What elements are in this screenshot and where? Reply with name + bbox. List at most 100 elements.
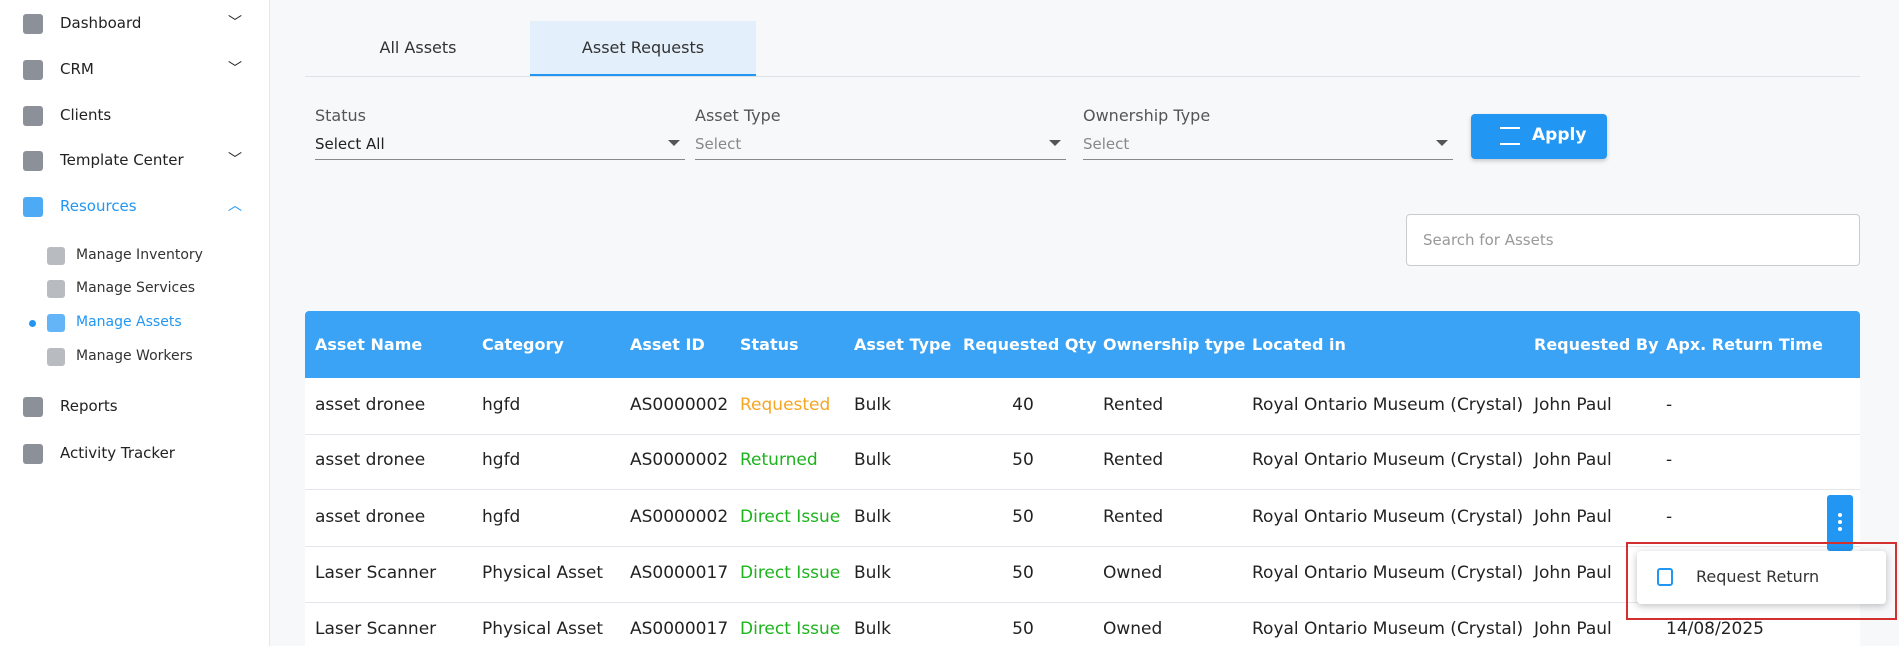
nav-item[interactable]: Dashboard <box>60 14 142 32</box>
apply-label[interactable]: Apply <box>1532 125 1587 145</box>
nav-item[interactable]: Template Center <box>60 151 184 169</box>
cell: Laser Scanner <box>315 563 437 583</box>
sub-item[interactable]: Manage Assets <box>76 314 182 330</box>
cell: Owned <box>1103 563 1163 583</box>
nav-icon <box>23 151 43 171</box>
nav-item[interactable]: CRM <box>60 60 94 78</box>
cell: Direct Issue <box>740 563 841 583</box>
sub-icon <box>47 247 65 265</box>
sub-item[interactable]: Manage Inventory <box>76 247 203 263</box>
highlight-box <box>1626 542 1897 620</box>
cell: 50 <box>1012 507 1034 527</box>
nav-icon <box>23 60 43 80</box>
cell: AS0000002 <box>630 507 729 527</box>
cell: John Paul <box>1534 563 1612 583</box>
filter-underline <box>695 159 1066 160</box>
column-header: Located in <box>1252 335 1346 354</box>
cell: John Paul <box>1534 619 1612 639</box>
nav-item[interactable]: Activity Tracker <box>60 444 175 462</box>
tab[interactable]: All Assets <box>379 38 457 57</box>
dropdown-arrow <box>1049 140 1061 146</box>
column-header: Requested Qty <box>963 335 1097 354</box>
cell: Rented <box>1103 507 1164 527</box>
apply-button[interactable] <box>1471 114 1607 159</box>
cell: 14/08/2025 <box>1666 619 1764 639</box>
nav-item[interactable]: Clients <box>60 106 112 124</box>
cell: John Paul <box>1534 507 1612 527</box>
cell: Royal Ontario Museum (Crystal) <box>1252 450 1524 470</box>
row-separator <box>305 489 1860 490</box>
column-header: Asset ID <box>630 335 705 354</box>
column-header: Category <box>482 335 564 354</box>
cell: AS0000017 <box>630 563 729 583</box>
filter-label: Asset Type <box>695 106 781 125</box>
menu-item[interactable]: Request Return <box>1696 567 1820 586</box>
column-header: Requested By <box>1534 335 1659 354</box>
search-placeholder: Search for Assets <box>1423 231 1554 249</box>
nav-icon <box>23 106 43 126</box>
table-header <box>305 311 1860 378</box>
sub-item[interactable]: Manage Services <box>76 280 196 296</box>
filter-value[interactable]: Select <box>1083 135 1130 153</box>
cell: 50 <box>1012 563 1034 583</box>
cell: Bulk <box>854 619 892 639</box>
row-separator <box>305 602 1860 603</box>
cell: Physical Asset <box>482 563 604 583</box>
nav-item[interactable]: Resources <box>60 197 137 215</box>
cell: Laser Scanner <box>315 619 437 639</box>
active-dot <box>29 320 36 327</box>
tab[interactable]: Asset Requests <box>581 38 705 57</box>
cell: 50 <box>1012 619 1034 639</box>
cell: asset dronee <box>315 395 426 415</box>
cell: - <box>1666 395 1673 415</box>
cell: Bulk <box>854 563 892 583</box>
cell: 50 <box>1012 450 1034 470</box>
cell: hgfd <box>482 395 521 415</box>
cell: AS0000017 <box>630 619 729 639</box>
dropdown-arrow <box>668 140 680 146</box>
popup-menu <box>1637 551 1886 604</box>
nav-icon <box>23 197 43 217</box>
sub-item[interactable]: Manage Workers <box>76 348 193 364</box>
row-separator <box>305 546 1860 547</box>
chevron[interactable]: ﹀ <box>228 61 242 77</box>
cell: - <box>1666 450 1673 470</box>
column-header: Apx. Return Time <box>1666 335 1823 354</box>
sidebar <box>0 0 270 646</box>
chevron[interactable]: ﹀ <box>228 15 242 31</box>
chevron[interactable]: ﹀ <box>228 152 242 168</box>
row-separator <box>305 434 1860 435</box>
cell: John Paul <box>1534 450 1612 470</box>
cell: Bulk <box>854 450 892 470</box>
menu-icon <box>1657 568 1673 586</box>
filter-underline <box>315 159 685 160</box>
cell: Owned <box>1103 619 1163 639</box>
nav-icon <box>23 14 43 34</box>
kebab-dot <box>1838 527 1842 531</box>
cell: Royal Ontario Museum (Crystal) <box>1252 619 1524 639</box>
column-header: Status <box>740 335 799 354</box>
cell: AS0000002 <box>630 450 729 470</box>
filter-value[interactable]: Select <box>695 135 742 153</box>
cell: John Paul <box>1534 395 1612 415</box>
cell: Returned <box>740 450 818 470</box>
cell: Bulk <box>854 507 892 527</box>
filter-label: Ownership Type <box>1083 106 1211 125</box>
filter-label: Status <box>315 106 366 125</box>
cell: hgfd <box>482 507 521 527</box>
nav-icon <box>23 444 43 464</box>
cell: Bulk <box>854 395 892 415</box>
sub-icon <box>47 348 65 366</box>
nav-item[interactable]: Reports <box>60 397 118 415</box>
search-box[interactable] <box>1406 214 1860 266</box>
sub-icon <box>47 314 65 332</box>
cell: Direct Issue <box>740 619 841 639</box>
filter-underline <box>1083 159 1453 160</box>
filter-value[interactable]: Select All <box>315 135 385 153</box>
cell: Rented <box>1103 395 1164 415</box>
chevron[interactable]: ︿ <box>228 198 242 214</box>
cell: Direct Issue <box>740 507 841 527</box>
column-header: Asset Name <box>315 335 423 354</box>
sub-icon <box>47 280 65 298</box>
